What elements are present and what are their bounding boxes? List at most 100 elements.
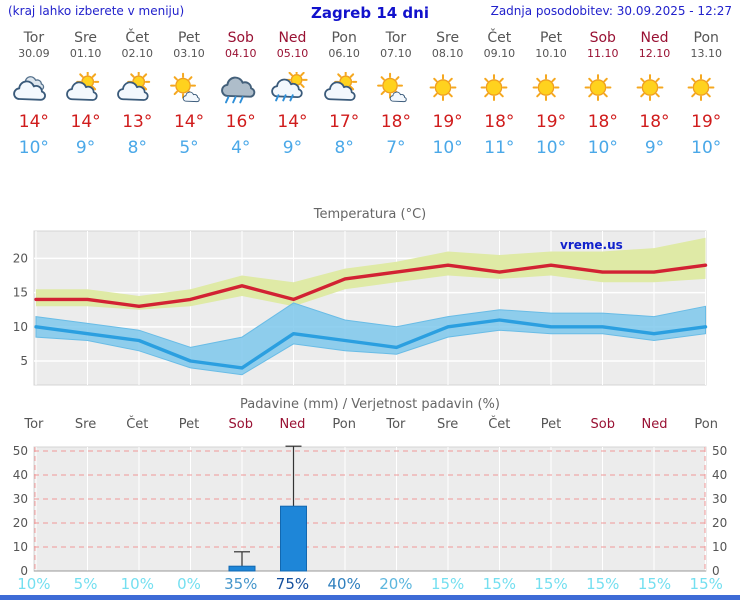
svg-text:30: 30 [13, 492, 28, 506]
day-date: 01.10 [69, 47, 102, 60]
svg-text:40: 40 [13, 468, 28, 482]
day-name: Pet [540, 30, 563, 46]
day-name: Čet [125, 30, 150, 46]
day-name: Sob [589, 30, 616, 46]
precip-probability: 0% [177, 575, 201, 593]
svg-text:15: 15 [13, 286, 28, 300]
min-temperature: 11° [484, 138, 515, 158]
sunny-icon [629, 72, 681, 106]
sunny-icon [525, 72, 577, 106]
day-name: Pon [331, 30, 357, 46]
day-column: Sre 08.10 19° 10° [422, 30, 474, 159]
day-date: 02.10 [121, 47, 154, 60]
day-date: 13.10 [690, 47, 722, 60]
min-temperature: 10° [587, 138, 618, 158]
day-date: 05.10 [276, 47, 309, 60]
precip-probability: 15% [689, 575, 723, 593]
menu-hint: (kraj lahko izberete v meniju) [8, 4, 185, 18]
precipitation-chart: 0 0 10 10 20 20 30 30 40 40 50 50 [13, 444, 728, 575]
precip-probability: 15% [534, 575, 568, 593]
sunny-icon [422, 72, 474, 106]
day-name: Čet [487, 30, 512, 46]
tmax-line [34, 263, 708, 309]
precip-probability: 5% [73, 575, 98, 593]
max-temperature: 18° [380, 112, 411, 132]
day-name: Sob [227, 30, 254, 46]
mostly-sunny-icon [370, 72, 422, 106]
tmin-range-band [35, 302, 706, 376]
min-temperature: 7° [386, 138, 406, 158]
day-date: 06.10 [328, 47, 360, 60]
svg-text:10: 10 [13, 540, 28, 554]
svg-text:0: 0 [712, 564, 720, 575]
precip-day-label: Čet [126, 417, 149, 432]
day-name: Sre [74, 30, 98, 46]
min-temperature: 10° [535, 138, 567, 158]
precip-bar [280, 505, 307, 572]
svg-text:50: 50 [712, 444, 727, 458]
day-column: Pon 13.10 19° 10° [680, 30, 732, 159]
svg-text:5: 5 [20, 354, 28, 368]
max-temperature: 14° [173, 112, 205, 132]
rain-icon [215, 72, 267, 106]
min-temperature: 10° [18, 138, 49, 158]
day-date: 08.10 [431, 47, 464, 60]
precip-day-label: Pet [178, 417, 200, 432]
partly-cloudy-icon [60, 72, 112, 106]
precip-probability: 40% [327, 575, 361, 593]
precip-day-label: Ned [279, 417, 306, 432]
day-column: Pon 06.10 17° 8° [318, 30, 370, 159]
day-column: Sob 04.10 16° 4° [215, 30, 267, 159]
sunny-icon [473, 72, 525, 106]
day-column: Pet 10.10 19° 10° [525, 30, 577, 159]
svg-text:20: 20 [13, 251, 28, 265]
precip-probability: 10% [17, 575, 51, 593]
precipitation-chart-title: Padavine (mm) / Verjetnost padavin (%) [240, 397, 500, 412]
min-temperature: 9° [644, 138, 665, 158]
max-temperature: 17° [329, 112, 360, 132]
day-name: Pet [177, 30, 201, 46]
precip-probability: 15% [430, 575, 465, 593]
svg-text:10: 10 [13, 320, 28, 334]
day-column: Ned 12.10 18° 9° [629, 30, 681, 159]
min-temperature: 8° [127, 138, 147, 158]
day-name: Ned [640, 30, 669, 46]
precip-day-label: Sob [590, 417, 615, 432]
precip-probability: 20% [379, 575, 413, 593]
precip-probability: 10% [120, 575, 154, 593]
max-temperature: 14° [18, 112, 49, 132]
precip-day-label: Sre [436, 417, 459, 432]
sun-rain-icon [267, 72, 319, 106]
sunny-icon [680, 72, 732, 106]
day-name: Ned [278, 30, 307, 46]
day-column: Ned 05.10 14° 9° [267, 30, 319, 159]
svg-text:20: 20 [712, 516, 727, 530]
tmax-range-band [36, 237, 706, 310]
precip-day-label: Sob [228, 417, 253, 432]
day-name: Tor [23, 30, 45, 46]
day-name: Tor [385, 30, 407, 46]
svg-text:20: 20 [13, 516, 28, 530]
vreme-watermark[interactable]: vreme.us [560, 238, 623, 252]
svg-text:40: 40 [712, 468, 727, 482]
svg-text:0: 0 [20, 564, 28, 575]
max-temperature: 16° [225, 112, 256, 132]
mostly-sunny-icon [163, 72, 215, 106]
day-date: 03.10 [173, 47, 205, 60]
precip-probability: 35% [224, 575, 258, 593]
day-date: 09.10 [483, 47, 516, 60]
precip-bar [228, 565, 256, 572]
max-temperature: 19° [691, 112, 722, 132]
min-temperature: 4° [231, 138, 251, 158]
max-temperature: 18° [587, 112, 618, 132]
min-temperature: 9° [75, 138, 96, 158]
last-update: Zadnja posodobitev: 30.09.2025 - 12:27 [490, 4, 733, 18]
max-temperature: 13° [122, 112, 153, 132]
precip-probability: 15% [586, 575, 620, 593]
precipitation-probability-row: 10% 5% 10% 0% 35% 75% 40% 20% 15% 15% 15% 15% 15% 15% [0, 575, 740, 593]
header: (kraj lahko izberete v meniju) Zagreb 14… [0, 0, 740, 22]
precip-probability: 15% [482, 575, 516, 593]
svg-text:30: 30 [712, 492, 727, 506]
max-temperature: 14° [70, 112, 101, 132]
precip-day-label: Tor [24, 417, 44, 432]
